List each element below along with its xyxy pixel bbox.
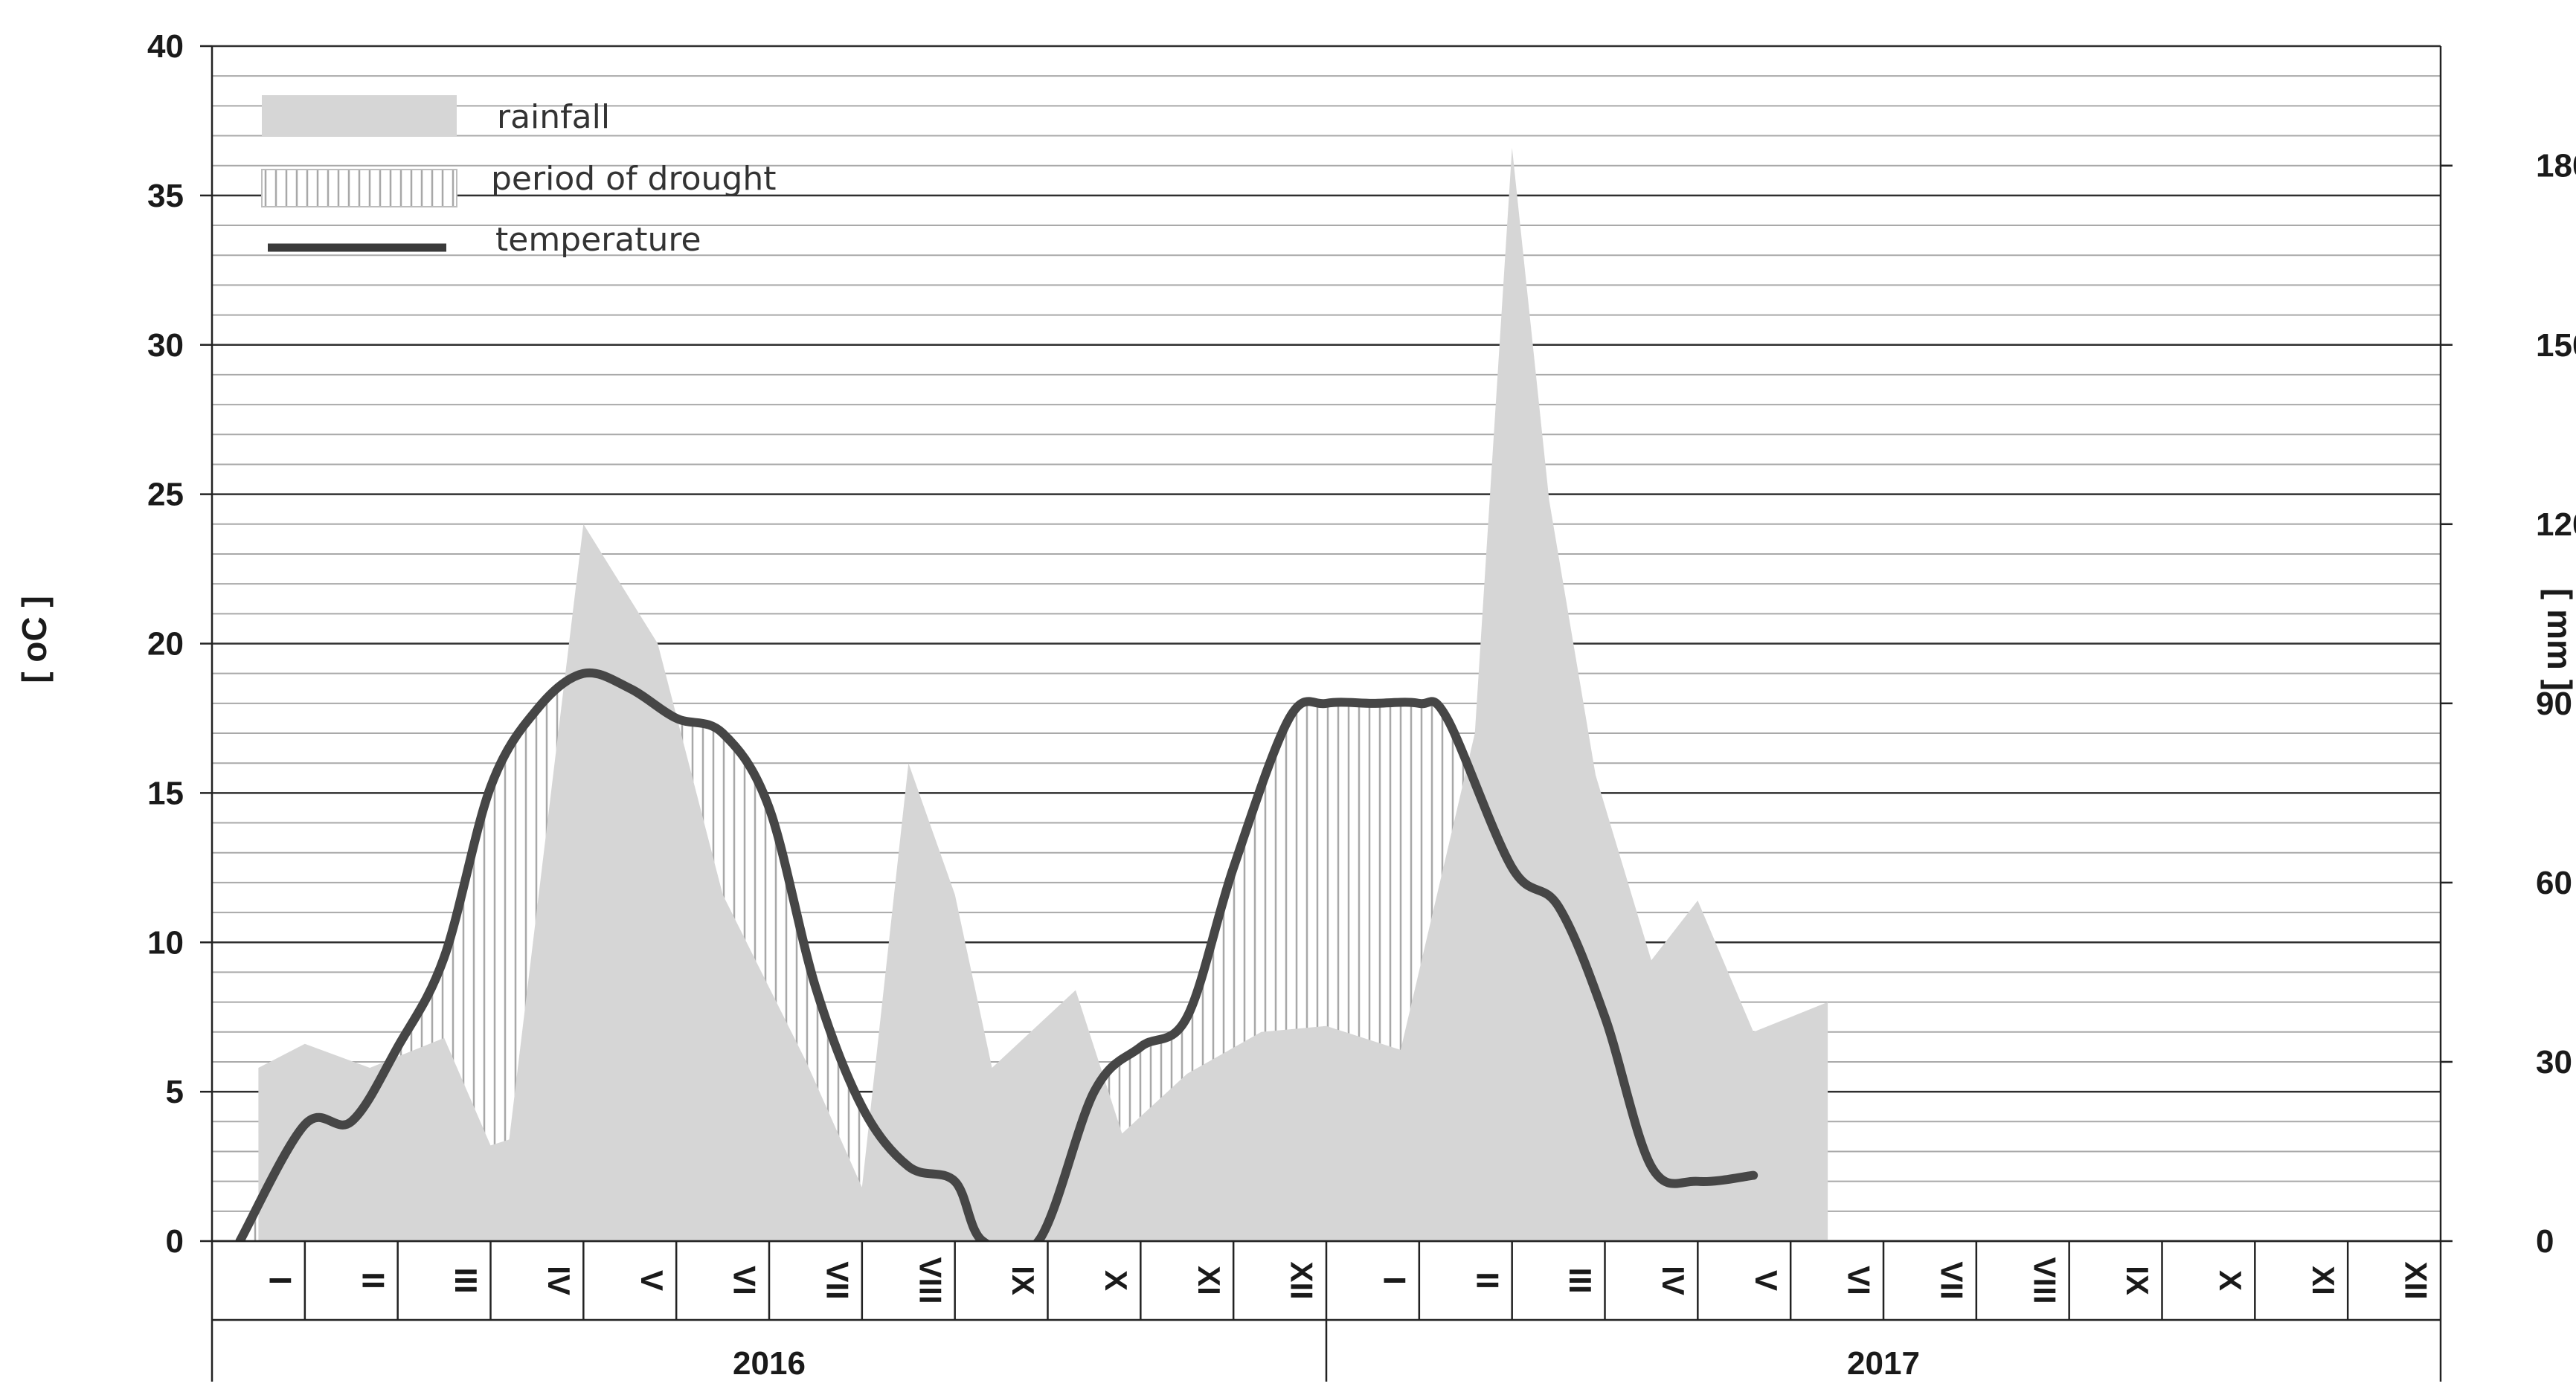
right-axis-ticks: 0 30 60 90 120 150 180 (2441, 148, 2576, 1260)
month-label: VII (1934, 1261, 1969, 1299)
left-tick-label: 25 (147, 477, 184, 513)
month-label: III (1563, 1267, 1598, 1293)
right-tick-label: 0 (2536, 1223, 2554, 1260)
left-axis-title: [ oC ] (15, 596, 54, 683)
legend: rainfall period of drought temperature (261, 95, 776, 259)
month-label: VIII (2027, 1257, 2062, 1304)
month-label: XII (2399, 1261, 2434, 1299)
month-label: II (1470, 1272, 1505, 1289)
month-label: VI (1842, 1266, 1877, 1295)
month-label: III (449, 1267, 484, 1293)
month-label: I (1377, 1276, 1412, 1285)
month-label: X (2213, 1270, 2248, 1291)
year-label: 2016 (733, 1345, 806, 1382)
year-labels: 2016 2017 (733, 1345, 1920, 1382)
month-label: XII (1285, 1261, 1320, 1299)
legend-rainfall-swatch (262, 95, 457, 137)
left-tick-label: 5 (166, 1074, 184, 1110)
temperature-line (235, 668, 1758, 1241)
month-labels: I II III IV V VI VII VIII IX X XI XII I II III IV V VI VII… (263, 1257, 2433, 1304)
month-label: X (1099, 1270, 1134, 1291)
left-tick-label: 40 (147, 28, 184, 65)
right-tick-label: 150 (2536, 327, 2576, 364)
month-label: IV (1656, 1266, 1691, 1295)
left-tick-label: 20 (147, 626, 184, 663)
right-tick-label: 90 (2536, 686, 2572, 722)
right-tick-label: 60 (2536, 865, 2572, 901)
axes-frame (211, 46, 2442, 1382)
left-axis-ticks: 0 5 10 15 20 25 30 35 40 (147, 28, 212, 1260)
month-label: IX (1006, 1266, 1041, 1295)
left-tick-label: 0 (166, 1223, 184, 1260)
right-axis-title: [ mm ] (2540, 588, 2576, 691)
month-label: V (635, 1270, 669, 1291)
left-tick-label: 15 (147, 775, 184, 811)
left-tick-label: 10 (147, 924, 184, 961)
month-label: XI (2306, 1266, 2341, 1295)
left-tick-label: 30 (147, 327, 184, 364)
month-label: I (263, 1276, 298, 1285)
month-label: V (1749, 1270, 1784, 1291)
legend-temperature-label: temperature (495, 221, 701, 259)
month-label: II (356, 1272, 391, 1289)
year-label: 2017 (1847, 1345, 1920, 1382)
month-label: IX (2120, 1266, 2155, 1295)
month-label: VI (727, 1266, 762, 1295)
legend-rainfall-label: rainfall (497, 98, 610, 136)
month-label: VIII (913, 1257, 948, 1304)
right-tick-label: 180 (2536, 148, 2576, 184)
right-tick-label: 120 (2536, 506, 2576, 543)
month-label: VII (820, 1261, 855, 1299)
rainfall-area (258, 147, 1828, 1241)
legend-drought-swatch (261, 169, 457, 207)
left-tick-label: 35 (147, 178, 184, 214)
month-label: XI (1192, 1266, 1227, 1295)
month-label: IV (542, 1266, 576, 1295)
legend-drought-label: period of drought (491, 160, 776, 198)
right-tick-label: 30 (2536, 1044, 2572, 1080)
